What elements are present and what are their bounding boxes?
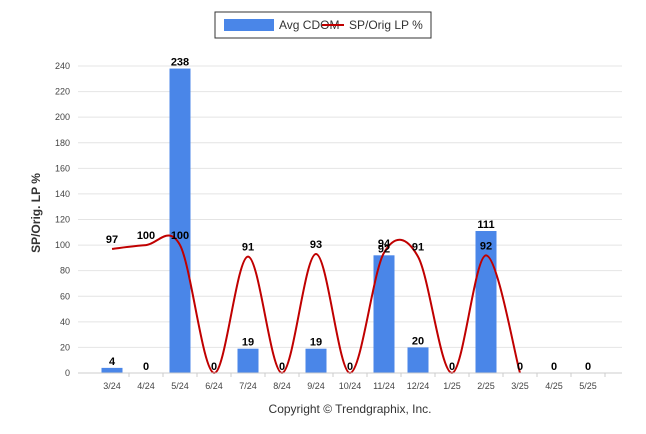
y-tick-label: 40 [60, 317, 70, 327]
bar-value-label: 0 [449, 361, 455, 373]
grid [78, 65, 622, 374]
x-tick-label: 5/24 [171, 381, 189, 391]
bar-value-label: 0 [211, 361, 217, 373]
legend-label-sp-orig-lp: SP/Orig LP % [349, 18, 423, 32]
bar-value-label: 0 [279, 361, 285, 373]
bar-value-label: 19 [310, 337, 322, 349]
line-value-label: 100 [137, 230, 155, 242]
x-tick-label: 2/25 [477, 381, 495, 391]
y-tick-label: 240 [55, 61, 70, 71]
x-tick-label: 7/24 [239, 381, 257, 391]
bar-value-label: 0 [585, 361, 591, 373]
sp-orig-lp-line [111, 234, 521, 375]
bar [101, 367, 123, 373]
y-tick-label: 100 [55, 240, 70, 250]
y-tick-label: 180 [55, 138, 70, 148]
x-tick-label: 9/24 [307, 381, 325, 391]
y-tick-label: 20 [60, 342, 70, 352]
bar-value-label: 0 [143, 361, 149, 373]
line-value-label: 94 [378, 238, 391, 250]
bar-value-label: 0 [551, 361, 557, 373]
line-value-label: 91 [242, 242, 254, 254]
copyright-text: Copyright © Trendgraphix, Inc. [269, 402, 432, 416]
y-tick-label: 140 [55, 189, 70, 199]
bar [305, 348, 327, 373]
bar-value-label: 4 [109, 356, 116, 368]
bar [169, 68, 191, 373]
bar [373, 255, 395, 373]
bar-value-label: 92 [378, 243, 390, 255]
legend-label-avg-cdom: Avg CDOM [279, 18, 339, 32]
line-value-label: 91 [412, 242, 424, 254]
bar [237, 348, 259, 373]
x-tick-label: 4/24 [137, 381, 155, 391]
y-tick-label: 160 [55, 163, 70, 173]
x-tick-label: 6/24 [205, 381, 223, 391]
y-tick-label: 60 [60, 291, 70, 301]
y-tick-label: 200 [55, 112, 70, 122]
x-tick-label: 1/25 [443, 381, 461, 391]
y-tick-label: 220 [55, 87, 70, 97]
bar [407, 347, 429, 373]
x-tick-label: 3/25 [511, 381, 529, 391]
bar-value-label: 20 [412, 335, 424, 347]
line-value-label: 100 [171, 230, 189, 242]
bar-value-label: 0 [517, 361, 523, 373]
bars [101, 68, 497, 373]
x-tick-label: 3/24 [103, 381, 121, 391]
x-tick-label: 11/24 [373, 381, 395, 391]
y-axis-title: SP/Orig. LP % [29, 173, 43, 253]
bar-value-label: 238 [171, 57, 189, 69]
bar-value-label: 0 [347, 361, 353, 373]
line-value-label: 93 [310, 239, 322, 251]
x-tick-label: 10/24 [339, 381, 362, 391]
bar-value-label: 19 [242, 337, 254, 349]
x-tick-label: 4/25 [545, 381, 563, 391]
legend: Avg CDOM SP/Orig LP % [214, 11, 432, 39]
y-tick-label: 120 [55, 215, 70, 225]
y-tick-label: 80 [60, 266, 70, 276]
data-labels: 4 0 238 0 19 0 19 0 92 20 0 111 0 0 0 97 100 100 91 93 94 91 9… [106, 57, 591, 373]
x-tick-label: 5/25 [579, 381, 597, 391]
x-tick-label: 12/24 [407, 381, 430, 391]
line-value-label: 92 [480, 240, 492, 252]
y-tick-label: 0 [65, 368, 70, 378]
legend-bar-swatch [224, 19, 274, 31]
line-value-label: 97 [106, 234, 118, 246]
x-tick-label: 8/24 [273, 381, 291, 391]
bar-value-label: 111 [477, 219, 494, 231]
bar [475, 231, 497, 373]
